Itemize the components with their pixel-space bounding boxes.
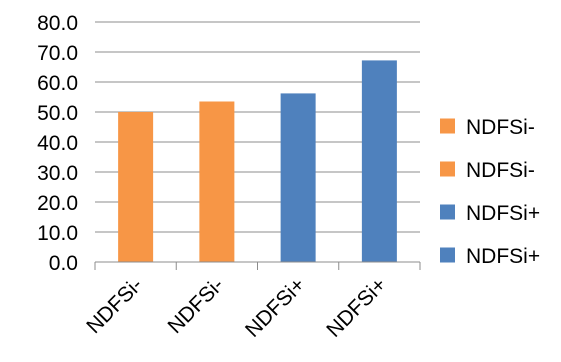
legend-label: NDFSi- — [466, 159, 535, 182]
bar — [361, 60, 397, 263]
y-tick-label: 60.0 — [37, 72, 78, 95]
legend-label: NDFSi+ — [466, 245, 540, 268]
y-tick-label: 40.0 — [37, 132, 78, 155]
legend-swatch — [440, 247, 455, 263]
y-tick-label: 30.0 — [37, 162, 78, 185]
bar — [118, 112, 154, 262]
bars — [118, 60, 397, 263]
y-tick-label: 70.0 — [37, 42, 78, 65]
legend-label: NDFSi+ — [466, 202, 540, 225]
x-tick-label: NDFSi+ — [322, 273, 391, 342]
y-tick-label: 0.0 — [49, 252, 78, 275]
x-axis-tick-labels: NDFSi- NDFSi- NDFSi+ NDFSi+ — [82, 273, 391, 342]
y-tick-label: 50.0 — [37, 102, 78, 125]
x-tick-label: NDFSi- — [82, 273, 147, 338]
legend: NDFSi- NDFSi- NDFSi+ NDFSi+ — [440, 116, 540, 268]
y-tick-label: 10.0 — [37, 222, 78, 245]
bar — [199, 101, 235, 262]
legend-label: NDFSi- — [466, 116, 535, 139]
legend-swatch — [440, 118, 455, 134]
x-tick-label: NDFSi+ — [241, 273, 310, 342]
bar — [280, 93, 316, 263]
x-axis — [94, 261, 421, 270]
legend-swatch — [440, 161, 455, 177]
legend-swatch — [440, 204, 455, 220]
y-tick-label: 80.0 — [37, 12, 78, 35]
y-tick-label: 20.0 — [37, 192, 78, 215]
x-tick-label: NDFSi- — [163, 273, 228, 338]
y-axis-tick-labels: 0.0 10.0 20.0 30.0 40.0 50.0 60.0 70.0 80.0 — [37, 12, 78, 275]
